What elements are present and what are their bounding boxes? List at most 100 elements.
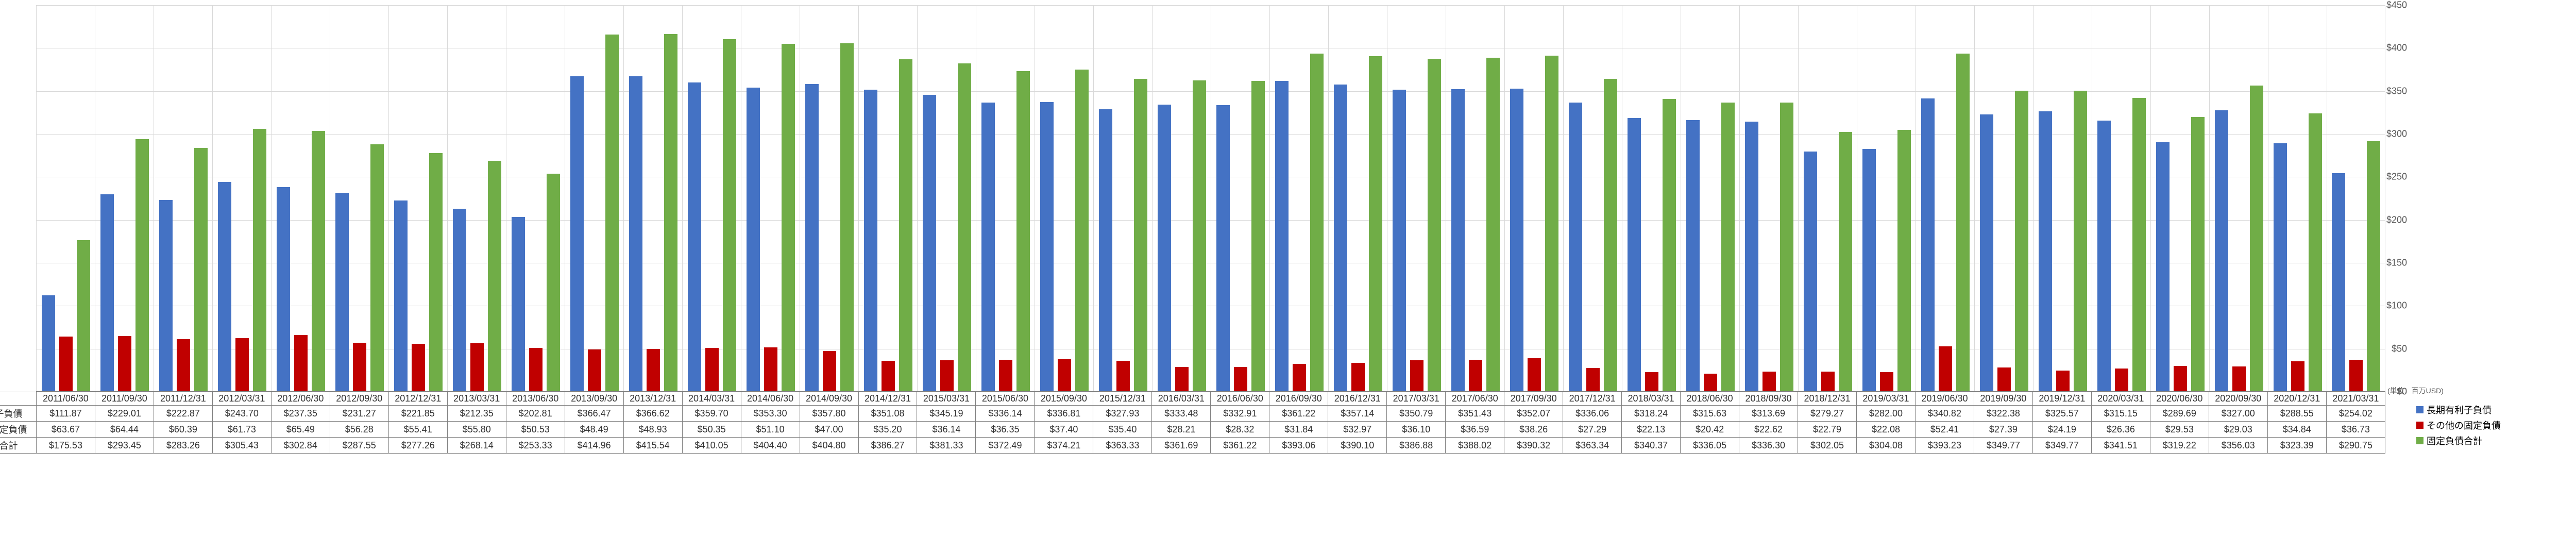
table-cell: $304.08	[1856, 438, 1915, 454]
table-cell: $415.54	[623, 438, 682, 454]
table-period-header: 2019/12/31	[2032, 392, 2091, 406]
bar-total_fixed_liab	[1193, 80, 1206, 391]
bar-group	[447, 5, 506, 391]
bar-total_fixed_liab	[1428, 59, 1441, 391]
table-cell: $341.51	[2091, 438, 2150, 454]
table-cell: $60.39	[154, 422, 212, 438]
table-cell: $318.24	[1622, 406, 1681, 422]
table-period-header: 2013/03/31	[447, 392, 506, 406]
bar-other_fixed_liab	[2056, 371, 2070, 391]
bar-long_term_debt	[2097, 121, 2111, 391]
bar-other_fixed_liab	[705, 348, 719, 391]
table-period-header: 2016/06/30	[1211, 392, 1269, 406]
bar-other_fixed_liab	[1997, 367, 2011, 391]
bar-long_term_debt	[1510, 89, 1523, 391]
bar-other_fixed_liab	[940, 360, 954, 391]
right-legend: 長期有利子負債その他の固定負債固定負債合計	[2416, 402, 2530, 448]
bar-other_fixed_liab	[2291, 361, 2304, 391]
bar-total_fixed_liab	[1604, 79, 1617, 391]
table-period-header: 2016/09/30	[1269, 392, 1328, 406]
table-cell: $47.00	[800, 422, 858, 438]
bar-long_term_debt	[1040, 102, 1054, 391]
bar-total_fixed_liab	[2309, 113, 2322, 391]
bar-other_fixed_liab	[1880, 372, 1893, 391]
table-cell: $386.88	[1387, 438, 1446, 454]
bar-total_fixed_liab	[2250, 86, 2263, 391]
bar-group	[1681, 5, 1739, 391]
table-cell: $51.10	[741, 422, 800, 438]
table-cell: $63.67	[36, 422, 95, 438]
table-period-header: 2012/06/30	[271, 392, 330, 406]
bar-total_fixed_liab	[488, 161, 501, 391]
bar-other_fixed_liab	[1234, 367, 1247, 391]
y-tick-label: $450	[2386, 0, 2407, 11]
table-cell: $315.63	[1681, 406, 1739, 422]
table-cell: $37.40	[1035, 422, 1093, 438]
bar-other_fixed_liab	[823, 351, 836, 391]
table-cell: $222.87	[154, 406, 212, 422]
bar-total_fixed_liab	[135, 139, 149, 391]
bar-group	[1563, 5, 1622, 391]
bar-total_fixed_liab	[1545, 56, 1558, 391]
bar-other_fixed_liab	[2349, 360, 2363, 391]
bar-group	[2033, 5, 2092, 391]
bar-group	[1739, 5, 1798, 391]
table-period-header: 2011/09/30	[95, 392, 154, 406]
bar-total_fixed_liab	[899, 59, 912, 391]
table-period-header: 2015/06/30	[976, 392, 1035, 406]
table-period-header: 2018/12/31	[1798, 392, 1857, 406]
bar-long_term_debt	[453, 209, 466, 391]
legend-swatch	[2416, 422, 2424, 429]
table-cell: $32.97	[1328, 422, 1387, 438]
table-cell: $293.45	[95, 438, 154, 454]
table-cell: $231.27	[330, 406, 388, 422]
table-period-header: 2019/06/30	[1915, 392, 1974, 406]
table-cell: $26.36	[2091, 422, 2150, 438]
bar-long_term_debt	[218, 182, 231, 391]
table-cell: $36.10	[1387, 422, 1446, 438]
table-cell: $36.73	[2326, 422, 2385, 438]
table-period-header: 2018/06/30	[1681, 392, 1739, 406]
bar-total_fixed_liab	[547, 174, 560, 391]
table-cell: $282.00	[1856, 406, 1915, 422]
table-cell: $253.33	[506, 438, 565, 454]
bar-long_term_debt	[981, 103, 995, 391]
bar-group	[1328, 5, 1387, 391]
bar-long_term_debt	[159, 200, 173, 391]
y-axis-right: $0$50$100$150$200$250$300$350$400$450	[2385, 5, 2411, 392]
y-tick-label: $350	[2386, 86, 2407, 96]
bar-group	[1269, 5, 1328, 391]
bar-other_fixed_liab	[1704, 374, 1717, 391]
table-cell: $237.35	[271, 406, 330, 422]
bar-long_term_debt	[864, 90, 877, 391]
bar-group	[917, 5, 976, 391]
table-period-header: 2014/06/30	[741, 392, 800, 406]
table-period-header: 2013/06/30	[506, 392, 565, 406]
bar-long_term_debt	[335, 193, 349, 391]
bar-total_fixed_liab	[1486, 58, 1500, 391]
table-cell: $38.26	[1504, 422, 1563, 438]
table-cell: $65.49	[271, 422, 330, 438]
table-cell: $48.93	[623, 422, 682, 438]
bar-total_fixed_liab	[1369, 56, 1382, 391]
bar-group	[271, 5, 330, 391]
bar-long_term_debt	[1275, 81, 1289, 391]
bar-long_term_debt	[1862, 149, 1876, 391]
bar-other_fixed_liab	[1293, 364, 1306, 391]
table-period-header: 2018/09/30	[1739, 392, 1798, 406]
table-cell: $345.19	[917, 406, 976, 422]
bar-total_fixed_liab	[1663, 99, 1676, 391]
bar-total_fixed_liab	[2191, 117, 2205, 391]
table-cell: $305.43	[212, 438, 271, 454]
bar-other_fixed_liab	[647, 349, 660, 391]
bar-total_fixed_liab	[1310, 54, 1324, 391]
bar-group	[1622, 5, 1681, 391]
right-legend-label: 長期有利子負債	[2427, 403, 2492, 416]
table-cell: $356.03	[2209, 438, 2267, 454]
bar-group	[800, 5, 858, 391]
table-legend-cell: 固定負債合計	[0, 438, 36, 454]
bar-group	[330, 5, 388, 391]
bar-group	[1798, 5, 1857, 391]
bar-group	[1446, 5, 1504, 391]
table-cell: $404.40	[741, 438, 800, 454]
